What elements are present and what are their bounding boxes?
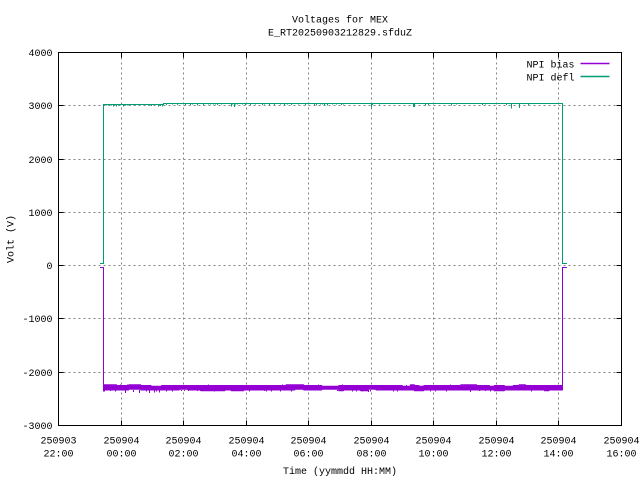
svg-text:250904: 250904 [353,437,389,448]
svg-text:16:00: 16:00 [606,450,636,461]
svg-text:Time (yymmdd HH:MM): Time (yymmdd HH:MM) [283,466,397,478]
svg-text:0: 0 [46,262,52,273]
svg-text:4000: 4000 [28,49,52,60]
svg-text:E_RT20250903212829.sfduZ: E_RT20250903212829.sfduZ [268,28,412,40]
svg-text:250904: 250904 [103,437,139,448]
svg-text:250904: 250904 [415,437,451,448]
svg-text:22:00: 22:00 [43,450,73,461]
svg-text:2000: 2000 [28,156,52,167]
svg-text:08:00: 08:00 [356,450,386,461]
svg-text:-3000: -3000 [22,422,52,433]
svg-text:04:00: 04:00 [231,450,261,461]
svg-text:3000: 3000 [28,102,52,113]
svg-text:Voltages for MEX: Voltages for MEX [292,15,388,27]
svg-text:250904: 250904 [540,437,576,448]
svg-text:Volt (V): Volt (V) [6,215,18,263]
svg-text:14:00: 14:00 [543,450,573,461]
svg-text:NPI defl: NPI defl [526,73,574,85]
svg-text:10:00: 10:00 [418,450,448,461]
svg-text:-1000: -1000 [22,315,52,326]
svg-text:1000: 1000 [28,209,52,220]
svg-text:12:00: 12:00 [481,450,511,461]
svg-text:06:00: 06:00 [293,450,323,461]
svg-text:250903: 250903 [40,437,76,448]
svg-text:250904: 250904 [603,437,639,448]
svg-text:NPI bias: NPI bias [526,60,574,72]
svg-text:00:00: 00:00 [106,450,136,461]
svg-text:-2000: -2000 [22,369,52,380]
svg-text:250904: 250904 [228,437,264,448]
svg-text:250904: 250904 [478,437,514,448]
svg-text:02:00: 02:00 [168,450,198,461]
svg-text:250904: 250904 [290,437,326,448]
svg-text:250904: 250904 [165,437,201,448]
